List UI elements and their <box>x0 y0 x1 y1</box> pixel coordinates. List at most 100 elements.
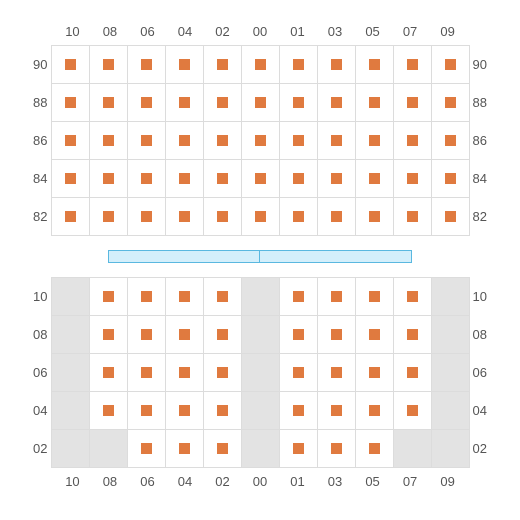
seat[interactable] <box>432 198 470 236</box>
seat[interactable] <box>242 122 280 160</box>
seat[interactable] <box>204 46 242 84</box>
seat[interactable] <box>280 46 318 84</box>
seat[interactable] <box>90 122 128 160</box>
seat[interactable] <box>128 160 166 198</box>
seat[interactable] <box>280 316 318 354</box>
seat[interactable] <box>166 198 204 236</box>
seat-marker-icon <box>293 291 304 302</box>
seat[interactable] <box>318 278 356 316</box>
seat[interactable] <box>128 354 166 392</box>
seat[interactable] <box>166 354 204 392</box>
seat[interactable] <box>204 198 242 236</box>
seat[interactable] <box>318 392 356 430</box>
seat[interactable] <box>432 160 470 198</box>
seat[interactable] <box>280 430 318 468</box>
seat[interactable] <box>166 278 204 316</box>
seat[interactable] <box>166 392 204 430</box>
seat[interactable] <box>394 354 432 392</box>
seat[interactable] <box>128 198 166 236</box>
seat[interactable] <box>242 84 280 122</box>
seat[interactable] <box>128 392 166 430</box>
seat[interactable] <box>204 354 242 392</box>
seat-marker-icon <box>179 211 190 222</box>
seat[interactable] <box>52 84 90 122</box>
seat[interactable] <box>90 316 128 354</box>
empty-seat <box>394 430 432 468</box>
seat-marker-icon <box>217 211 228 222</box>
seat[interactable] <box>128 430 166 468</box>
seat[interactable] <box>356 84 394 122</box>
seat[interactable] <box>242 46 280 84</box>
seat[interactable] <box>356 122 394 160</box>
seat[interactable] <box>90 84 128 122</box>
seat[interactable] <box>356 278 394 316</box>
seat[interactable] <box>280 354 318 392</box>
seat[interactable] <box>166 316 204 354</box>
seat[interactable] <box>204 278 242 316</box>
seat[interactable] <box>52 46 90 84</box>
seat[interactable] <box>394 46 432 84</box>
seat[interactable] <box>280 160 318 198</box>
seat[interactable] <box>166 122 204 160</box>
seat[interactable] <box>128 84 166 122</box>
seat[interactable] <box>318 430 356 468</box>
seat[interactable] <box>204 392 242 430</box>
seat[interactable] <box>90 392 128 430</box>
seat[interactable] <box>394 122 432 160</box>
seat[interactable] <box>356 392 394 430</box>
seat[interactable] <box>90 46 128 84</box>
seat[interactable] <box>204 316 242 354</box>
seat[interactable] <box>356 160 394 198</box>
seat[interactable] <box>356 198 394 236</box>
seat[interactable] <box>432 122 470 160</box>
seat[interactable] <box>356 430 394 468</box>
seat[interactable] <box>204 122 242 160</box>
seat[interactable] <box>356 354 394 392</box>
seat[interactable] <box>432 46 470 84</box>
seat[interactable] <box>204 430 242 468</box>
seat[interactable] <box>90 198 128 236</box>
seat[interactable] <box>318 354 356 392</box>
seat[interactable] <box>280 278 318 316</box>
seat[interactable] <box>356 316 394 354</box>
seat[interactable] <box>52 198 90 236</box>
seat[interactable] <box>280 392 318 430</box>
seat-marker-icon <box>407 173 418 184</box>
seat[interactable] <box>204 84 242 122</box>
seat[interactable] <box>318 316 356 354</box>
seat[interactable] <box>280 84 318 122</box>
row-label: 02 <box>470 429 491 467</box>
seat[interactable] <box>128 46 166 84</box>
seat[interactable] <box>394 160 432 198</box>
seat[interactable] <box>394 198 432 236</box>
seat[interactable] <box>280 122 318 160</box>
seat[interactable] <box>166 46 204 84</box>
seat[interactable] <box>242 160 280 198</box>
seat[interactable] <box>204 160 242 198</box>
seat[interactable] <box>128 316 166 354</box>
seat[interactable] <box>242 198 280 236</box>
seat[interactable] <box>318 84 356 122</box>
seat[interactable] <box>318 46 356 84</box>
seat[interactable] <box>166 84 204 122</box>
seat[interactable] <box>90 354 128 392</box>
seat[interactable] <box>52 122 90 160</box>
seat[interactable] <box>318 198 356 236</box>
empty-seat <box>52 354 90 392</box>
seat[interactable] <box>166 160 204 198</box>
seat[interactable] <box>90 160 128 198</box>
seat[interactable] <box>394 316 432 354</box>
seat[interactable] <box>128 122 166 160</box>
seat[interactable] <box>280 198 318 236</box>
seat[interactable] <box>90 278 128 316</box>
seat[interactable] <box>394 278 432 316</box>
seat[interactable] <box>356 46 394 84</box>
seat[interactable] <box>128 278 166 316</box>
seat[interactable] <box>432 84 470 122</box>
seat[interactable] <box>394 392 432 430</box>
seat[interactable] <box>318 122 356 160</box>
seat[interactable] <box>166 430 204 468</box>
seat[interactable] <box>52 160 90 198</box>
seat[interactable] <box>318 160 356 198</box>
seat[interactable] <box>394 84 432 122</box>
